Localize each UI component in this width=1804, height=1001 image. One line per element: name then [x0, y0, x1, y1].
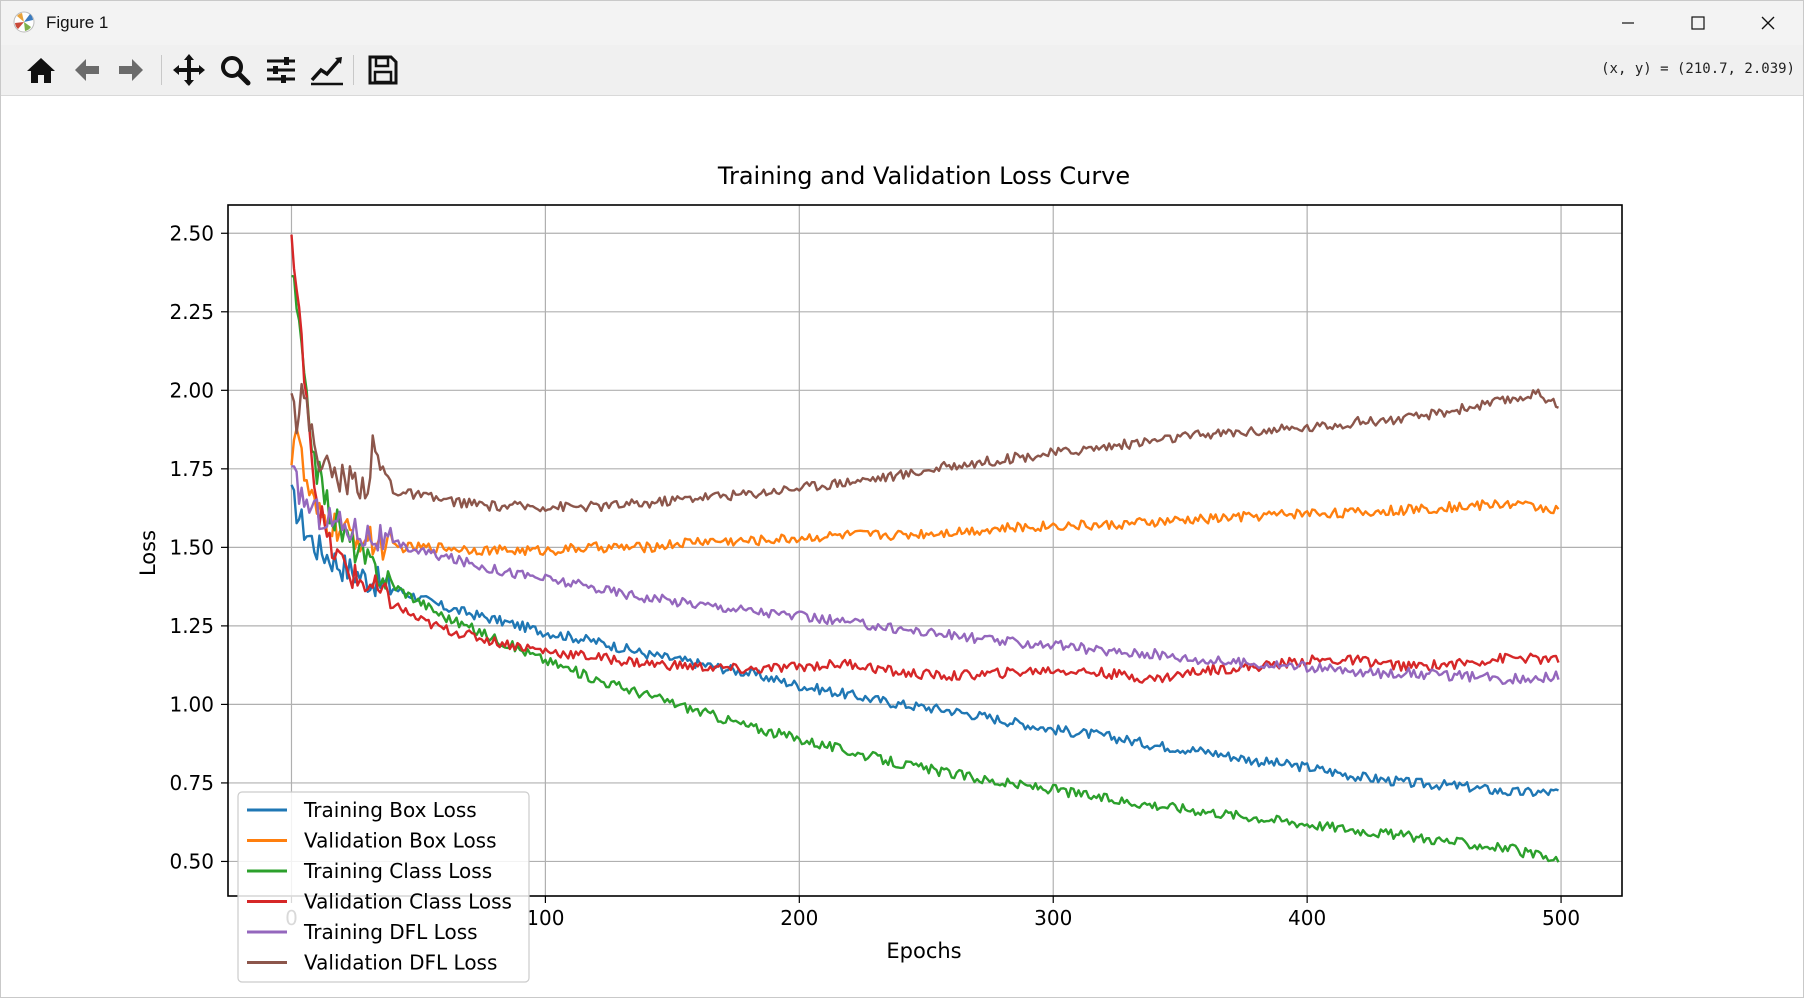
toolbar-separator [353, 55, 354, 85]
series-line-5 [291, 465, 1560, 685]
series-line-4 [290, 234, 1560, 684]
y-tick-label: 0.75 [169, 771, 214, 795]
y-tick-label: 1.75 [169, 457, 214, 481]
loss-chart[interactable]: Training and Validation Loss Curve 01002… [1, 96, 1803, 997]
pan-button[interactable] [169, 51, 209, 89]
forward-icon [119, 59, 143, 81]
maximize-icon [1691, 16, 1705, 30]
x-tick-label: 500 [1542, 906, 1580, 930]
zoom-icon [221, 56, 251, 86]
legend-label: Validation DFL Loss [304, 951, 497, 975]
y-tick-label: 1.00 [169, 692, 214, 716]
legend-label: Training Box Loss [303, 798, 477, 822]
minimize-icon [1622, 22, 1634, 24]
y-tick-label: 2.00 [169, 378, 214, 402]
x-tick-label: 200 [780, 906, 818, 930]
legend-label: Training DFL Loss [303, 920, 478, 944]
figure-canvas[interactable]: Training and Validation Loss Curve 01002… [1, 96, 1803, 997]
close-icon [1761, 16, 1775, 30]
series-line-6 [290, 382, 1559, 513]
subplots-icon [267, 57, 295, 83]
forward-button[interactable] [111, 51, 151, 89]
toolbar-separator [161, 55, 162, 85]
plot-area-frame [227, 204, 1623, 897]
series-line-3 [291, 274, 1560, 863]
minimize-button[interactable] [1593, 1, 1663, 45]
subplots-button[interactable] [261, 51, 301, 89]
legend-label: Training Class Loss [303, 859, 492, 883]
back-icon [75, 59, 99, 81]
save-icon [368, 55, 398, 85]
y-axis-label: Loss [136, 530, 160, 576]
close-button[interactable] [1733, 1, 1803, 45]
series-line-2 [290, 427, 1560, 561]
home-button[interactable] [21, 51, 61, 89]
maximize-button[interactable] [1663, 1, 1733, 45]
legend-label: Validation Box Loss [304, 829, 497, 853]
y-tick-label: 1.50 [169, 535, 214, 559]
y-tick-label: 0.50 [169, 849, 214, 873]
navigation-toolbar: (x, y) = (210.7, 2.039) [1, 45, 1803, 96]
matplotlib-logo-icon [13, 11, 35, 33]
cursor-coordinates: (x, y) = (210.7, 2.039) [1601, 61, 1795, 77]
x-tick-label: 100 [526, 906, 564, 930]
x-tick-label: 400 [1288, 906, 1326, 930]
window-title: Figure 1 [46, 13, 109, 32]
x-tick-label: 300 [1034, 906, 1072, 930]
customize-button[interactable] [307, 51, 347, 89]
y-tick-label: 1.25 [169, 614, 214, 638]
customize-icon [310, 57, 343, 86]
save-button[interactable] [363, 51, 403, 89]
x-axis-label: Epochs [886, 939, 961, 963]
legend-label: Validation Class Loss [304, 890, 512, 914]
legend-box [237, 791, 530, 983]
back-button[interactable] [67, 51, 107, 89]
y-tick-label: 2.50 [169, 221, 214, 245]
series-line-1 [290, 484, 1559, 797]
legend: Training Box Loss Validation Box Loss Trai… [237, 791, 530, 983]
chart-title: Training and Validation Loss Curve [717, 162, 1130, 190]
zoom-button[interactable] [215, 51, 255, 89]
pan-icon [173, 54, 205, 86]
y-tick-label: 2.25 [169, 300, 214, 324]
home-icon [27, 58, 55, 83]
title-bar: Figure 1 [1, 1, 1803, 45]
